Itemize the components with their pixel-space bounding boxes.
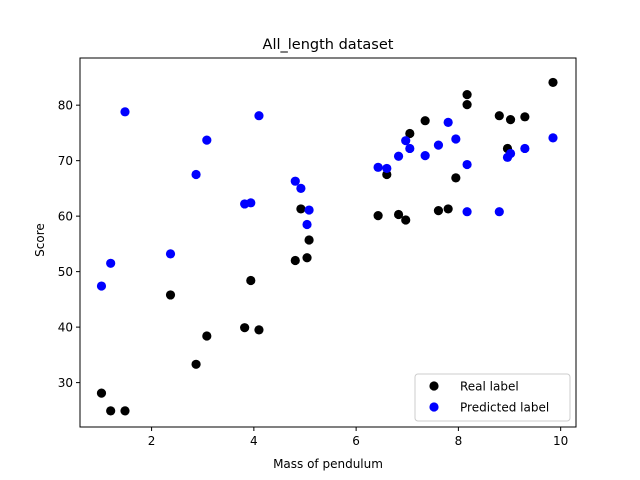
- data-point-predicted-28: [548, 133, 558, 143]
- data-point-real-21: [451, 173, 461, 183]
- data-point-predicted-3: [165, 249, 176, 259]
- data-point-real-26: [505, 114, 516, 125]
- legend-label-1: Predicted label: [460, 401, 549, 415]
- data-point-real-18: [420, 116, 430, 126]
- data-point-predicted-4: [191, 169, 201, 180]
- data-point-predicted-17: [405, 143, 415, 154]
- chart-title: All_length dataset: [263, 37, 394, 53]
- data-point-predicted-16: [401, 136, 411, 146]
- data-point-real-10: [296, 204, 306, 214]
- legend-label-0: Real label: [460, 380, 519, 394]
- legend: Real label Predicted label: [414, 373, 571, 422]
- y-axis-label: Score: [33, 223, 47, 257]
- data-point-predicted-21: [451, 134, 461, 144]
- data-point-real-7: [246, 275, 256, 286]
- legend-box: [414, 373, 571, 422]
- data-point-predicted-10: [296, 183, 306, 193]
- data-point-real-12: [304, 235, 314, 245]
- x-tick-label-4: 10: [553, 434, 568, 448]
- data-point-predicted-18: [420, 151, 430, 161]
- data-point-real-4: [191, 359, 201, 369]
- y-tick-label-4: 70: [58, 154, 73, 168]
- data-point-predicted-26: [505, 148, 516, 159]
- data-point-predicted-7: [246, 198, 256, 208]
- data-point-predicted-19: [433, 140, 444, 150]
- data-point-real-16: [401, 215, 411, 225]
- data-point-predicted-24: [494, 207, 504, 217]
- x-tick-label-2: 6: [352, 434, 360, 448]
- data-point-real-19: [433, 205, 444, 216]
- data-point-predicted-1: [106, 258, 116, 268]
- data-point-predicted-11: [302, 219, 312, 230]
- x-tick-label-0: 2: [148, 434, 156, 448]
- data-point-predicted-20: [443, 117, 453, 127]
- axes-frame: [79, 57, 577, 428]
- data-point-real-27: [520, 112, 530, 122]
- data-point-real-24: [494, 111, 504, 121]
- data-point-real-9: [290, 255, 300, 266]
- x-tick-label-1: 4: [250, 434, 258, 448]
- data-point-real-23: [462, 100, 472, 110]
- y-tick-label-5: 80: [58, 98, 73, 112]
- y-tick-label-1: 40: [58, 320, 73, 334]
- data-point-real-0: [96, 388, 107, 398]
- data-point-predicted-14: [382, 163, 392, 174]
- axes: 2 4 6 8 10 30 40 50 60 70 80: [58, 57, 577, 448]
- data-point-real-28: [548, 77, 558, 88]
- data-point-real-15: [393, 209, 404, 220]
- data-point-real-8: [254, 325, 264, 335]
- data-point-predicted-9: [290, 176, 300, 186]
- data-point-predicted-22: [462, 207, 472, 217]
- data-point-predicted-23: [462, 159, 472, 170]
- y-tick-label-3: 60: [58, 209, 73, 223]
- legend-marker-1: [429, 402, 439, 412]
- data-point-predicted-27: [520, 143, 530, 154]
- x-tick-label-3: 8: [455, 434, 463, 448]
- data-point-real-2: [120, 406, 130, 416]
- data-point-predicted-12: [304, 205, 314, 215]
- data-point-real-17: [405, 128, 415, 139]
- data-point-real-11: [302, 253, 312, 263]
- x-axis-label: Mass of pendulum: [273, 457, 383, 471]
- legend-marker-0: [429, 381, 439, 391]
- data-point-real-20: [443, 204, 453, 214]
- data-point-predicted-13: [373, 162, 383, 172]
- data-point-real-22: [462, 90, 472, 100]
- data-point-predicted-8: [254, 111, 264, 121]
- data-point-predicted-2: [120, 107, 130, 117]
- data-point-predicted-0: [96, 281, 107, 291]
- data-point-real-3: [165, 290, 176, 300]
- plot-area: [96, 77, 558, 416]
- y-tick-label-0: 30: [58, 376, 73, 390]
- data-point-real-13: [373, 210, 383, 221]
- data-point-real-6: [240, 323, 250, 333]
- data-point-real-5: [202, 331, 212, 341]
- data-point-predicted-5: [202, 135, 212, 145]
- data-point-predicted-15: [393, 151, 404, 161]
- data-point-real-1: [106, 406, 116, 416]
- y-tick-label-2: 50: [58, 265, 73, 279]
